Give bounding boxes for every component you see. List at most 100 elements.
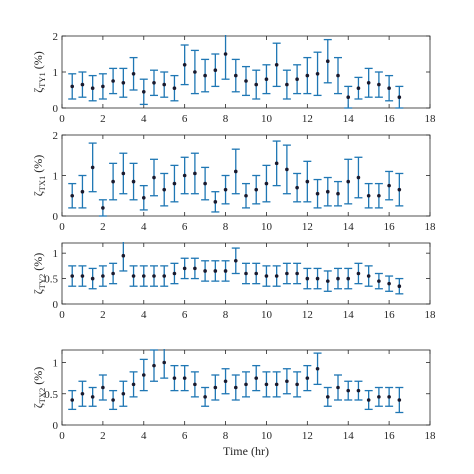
data-point: [315, 191, 320, 196]
errorbar-point: [150, 158, 158, 197]
data-point: [121, 171, 126, 176]
errorbar-point: [221, 35, 230, 80]
data-point: [346, 95, 351, 99]
data-point: [182, 173, 187, 178]
x-tick-label: 18: [425, 309, 437, 321]
x-tick-label: 8: [223, 221, 229, 233]
errorbar-point: [211, 191, 220, 213]
data-point: [274, 274, 279, 278]
y-tick-label: 2: [53, 31, 59, 43]
x-tick-label: 12: [302, 221, 313, 233]
errorbar-point: [374, 71, 383, 98]
data-point: [193, 266, 197, 271]
x-tick-label: 6: [182, 430, 188, 442]
errorbar-point: [344, 158, 353, 205]
data-point: [141, 373, 146, 377]
errorbar-point: [293, 172, 302, 203]
errorbar-point: [242, 371, 250, 398]
errorbar-point: [303, 364, 312, 392]
data-point: [172, 86, 177, 90]
data-point: [101, 274, 105, 278]
y-tick-label: 2: [53, 130, 59, 142]
errorbar-point: [78, 265, 87, 287]
errorbar-point: [221, 174, 230, 205]
data-point: [285, 271, 289, 276]
data-point: [70, 84, 75, 89]
errorbar-point: [231, 374, 240, 401]
errorbar-point: [170, 262, 179, 285]
errorbar-point: [211, 374, 220, 401]
y-label-subscript: TY2: [37, 274, 47, 290]
errorbar-point: [303, 56, 312, 95]
x-tick-label: 6: [182, 113, 188, 125]
errorbar-point: [88, 142, 97, 193]
y-label-subscript: TX1: [37, 176, 47, 192]
series: [68, 35, 404, 109]
data-point: [131, 382, 136, 387]
data-point: [141, 90, 146, 94]
errorbar-point: [201, 260, 210, 282]
errorbar-point: [129, 162, 138, 201]
data-point: [121, 81, 126, 85]
data-point: [111, 79, 115, 83]
data-point: [346, 388, 351, 393]
data-point: [254, 271, 259, 276]
errorbar-point: [395, 172, 404, 207]
errorbar-point: [201, 386, 210, 407]
x-tick-label: 2: [100, 309, 106, 321]
axes-box: [61, 242, 431, 305]
y-axis-label: ζTY2 (%): [31, 253, 47, 295]
errorbar-point: [68, 182, 77, 209]
x-tick-label: 6: [182, 309, 188, 321]
data-point: [264, 181, 269, 186]
errorbar-point: [385, 275, 394, 292]
data-point: [377, 395, 381, 399]
data-point: [70, 274, 75, 278]
errorbar-point: [68, 73, 77, 100]
errorbar-point: [98, 73, 107, 100]
data-point: [264, 382, 269, 387]
errorbar-point: [313, 178, 322, 209]
errorbar-point: [385, 170, 394, 201]
data-point: [131, 179, 136, 184]
errorbar-point: [180, 156, 189, 195]
data-point: [387, 86, 391, 90]
data-point: [336, 73, 340, 78]
data-point: [223, 269, 228, 273]
data-point: [397, 398, 402, 402]
data-point: [80, 189, 85, 194]
data-point: [244, 382, 248, 387]
errorbar-point: [293, 371, 302, 398]
y-label-symbol: ζ: [31, 191, 45, 196]
data-point: [80, 391, 85, 396]
data-point: [162, 187, 167, 192]
data-point: [223, 379, 228, 384]
data-point: [325, 279, 330, 283]
x-tick-label: 6: [182, 221, 188, 233]
data-point: [397, 187, 402, 192]
errorbar-point: [364, 67, 373, 98]
errorbar-point: [334, 180, 342, 207]
errorbar-point: [109, 162, 118, 201]
x-tick-label: 0: [59, 430, 65, 442]
data-point: [315, 72, 320, 76]
errorbar-point: [78, 71, 87, 98]
y-label-symbol: ζ: [31, 88, 45, 93]
errorbar-point: [374, 386, 383, 407]
data-point: [356, 86, 361, 90]
data-point: [254, 82, 259, 87]
data-point: [325, 395, 330, 399]
data-point: [70, 398, 75, 402]
y-label-unit: (%): [31, 51, 45, 69]
data-point: [264, 77, 269, 81]
data-point: [80, 274, 85, 278]
errorbar-point: [262, 265, 271, 287]
data-point: [162, 82, 167, 87]
data-point: [203, 73, 207, 78]
data-point: [274, 161, 279, 166]
series: [68, 140, 404, 217]
errorbar-point: [129, 371, 138, 398]
